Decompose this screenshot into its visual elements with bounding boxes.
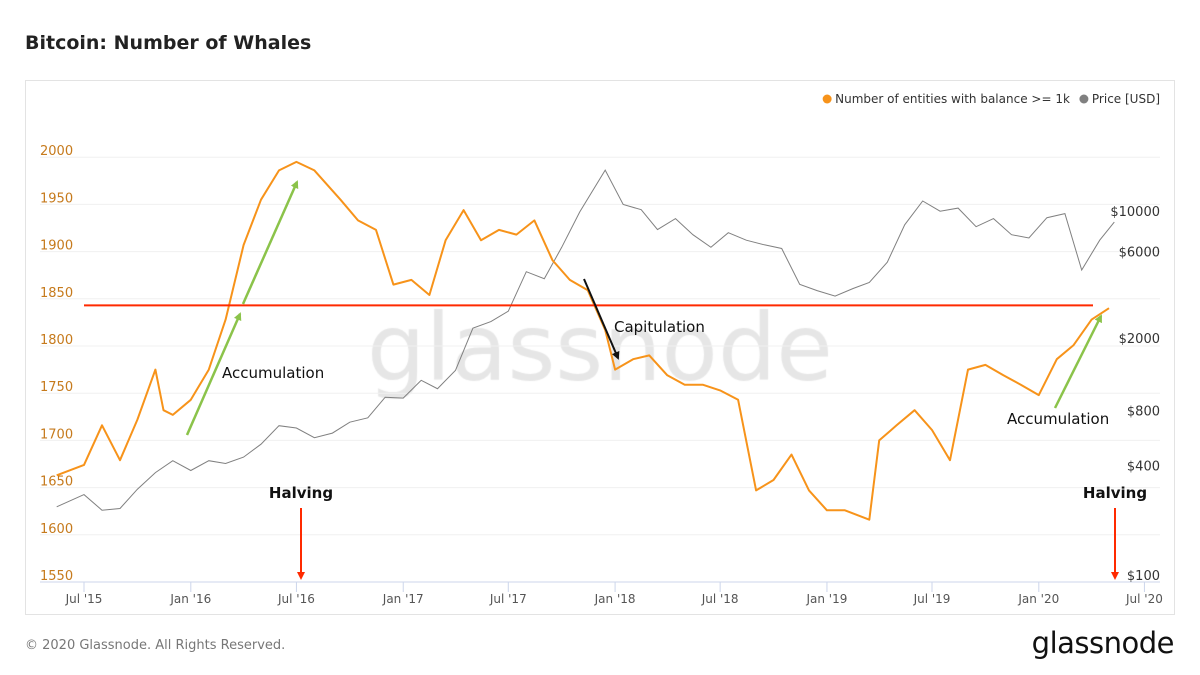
- annotation-label: Accumulation: [1007, 410, 1109, 428]
- annotation-label: Capitulation: [614, 318, 705, 336]
- accumulation-arrow: [1053, 314, 1103, 409]
- y-left-tick-label: 1850: [40, 286, 73, 301]
- glassnode-logo: glassnode: [1031, 626, 1175, 660]
- y-left-tick-label: 1750: [40, 380, 73, 395]
- x-tick-label: Jan '16: [169, 592, 211, 606]
- accumulation-arrow: [185, 312, 242, 436]
- x-tick-label: Jan '19: [805, 592, 847, 606]
- y-left-tick-label: 1800: [40, 333, 73, 348]
- y-left-tick-label: 1600: [40, 522, 73, 537]
- x-tick-label: Jul '17: [489, 592, 527, 606]
- annotation-label: Accumulation: [222, 364, 324, 382]
- y-left-tick-label: 1700: [40, 427, 73, 442]
- y-right-tick-label: $800: [1127, 405, 1160, 420]
- halving-label: Halving: [269, 484, 333, 502]
- y-right-tick-label: $400: [1127, 459, 1160, 474]
- y-right-tick-label: $100: [1127, 569, 1160, 584]
- y-left-tick-label: 2000: [40, 144, 73, 159]
- y-right-tick-label: $10000: [1110, 205, 1160, 220]
- y-right-tick-label: $2000: [1119, 332, 1160, 347]
- x-tick-label: Jul '20: [1125, 592, 1163, 606]
- x-tick-label: Jul '19: [913, 592, 951, 606]
- legend-label-whales: Number of entities with balance >= 1k: [835, 92, 1070, 106]
- y-left-tick-label: 1650: [40, 475, 73, 490]
- y-left-tick-label: 1550: [40, 569, 73, 584]
- halving-label: Halving: [1083, 484, 1147, 502]
- y-right-tick-label: $6000: [1119, 245, 1160, 260]
- legend-marker-whales: [822, 94, 832, 104]
- y-left-tick-label: 1950: [40, 191, 73, 206]
- x-tick-label: Jan '18: [594, 592, 636, 606]
- x-tick-label: Jul '15: [65, 592, 103, 606]
- page-title: Bitcoin: Number of Whales: [25, 32, 312, 54]
- x-tick-label: Jan '17: [382, 592, 424, 606]
- chart-panel: [25, 80, 1175, 615]
- x-tick-label: Jul '16: [277, 592, 315, 606]
- accumulation-arrow: [241, 180, 299, 305]
- legend-marker-price: [1079, 94, 1089, 104]
- price-line: [56, 169, 1115, 511]
- y-left-tick-label: 1900: [40, 239, 73, 254]
- x-tick-label: Jul '18: [701, 592, 739, 606]
- x-tick-label: Jan '20: [1017, 592, 1059, 606]
- copyright: © 2020 Glassnode. All Rights Reserved.: [25, 638, 286, 653]
- capitulation-arrow: [583, 278, 620, 360]
- legend-label-price: Price [USD]: [1092, 92, 1160, 106]
